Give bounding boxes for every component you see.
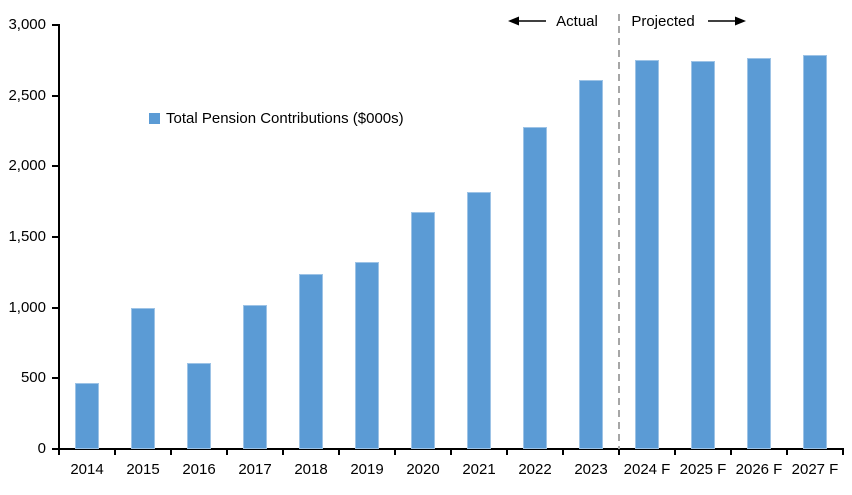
x-tick-mark (282, 450, 284, 455)
y-tick-label: 0 (37, 440, 46, 457)
y-tick-label: 1,500 (8, 228, 46, 245)
y-tick-mark (52, 94, 58, 97)
x-tick-mark (674, 450, 676, 455)
y-tick-mark (52, 306, 58, 309)
x-tick-label: 2027 F (791, 461, 839, 478)
bar-2019 (355, 262, 379, 449)
bar-2017 (243, 304, 267, 449)
x-tick-mark (226, 450, 228, 455)
bar-2025-F (691, 61, 715, 449)
x-tick-mark (786, 450, 788, 455)
legend: Total Pension Contributions ($000s) (149, 110, 404, 127)
y-tick-mark (52, 377, 58, 380)
legend-label: Total Pension Contributions ($000s) (166, 110, 404, 127)
bar-2023 (579, 80, 603, 449)
x-tick-label: 2026 F (735, 461, 783, 478)
x-tick-label: 2017 (238, 461, 272, 478)
x-tick-label: 2018 (294, 461, 328, 478)
actual-projected-separator (618, 14, 620, 449)
x-tick-label: 2024 F (623, 461, 671, 478)
bar-2020 (411, 211, 435, 449)
bar-2021 (467, 192, 491, 449)
x-tick-label: 2022 (518, 461, 552, 478)
x-tick-mark (394, 450, 396, 455)
x-tick-mark (730, 450, 732, 455)
y-axis-line (58, 24, 60, 450)
y-tick-label: 1,000 (8, 298, 46, 316)
x-tick-label: 2015 (126, 461, 160, 478)
x-tick-label: 2021 (462, 461, 496, 478)
x-tick-label: 2016 (182, 461, 216, 478)
x-tick-label: 2023 (574, 461, 608, 478)
x-tick-mark (450, 450, 452, 455)
x-tick-mark (506, 450, 508, 455)
right-arrow-icon (708, 16, 746, 26)
bar-2015 (131, 308, 155, 449)
x-tick-label: 2020 (406, 461, 440, 478)
left-arrow-icon (508, 16, 546, 26)
y-tick-label: 3,000 (8, 16, 46, 33)
bar-2014 (75, 382, 99, 449)
x-axis-line (58, 448, 844, 450)
y-tick-mark (52, 24, 58, 26)
bar-2026-F (747, 58, 771, 449)
x-tick-mark (170, 450, 172, 455)
bar-2024-F (635, 59, 659, 449)
bar-2027-F (803, 54, 827, 449)
x-tick-mark (562, 450, 564, 455)
x-tick-label: 2014 (70, 461, 104, 478)
y-tick-label: 500 (20, 369, 46, 387)
projected-label: Projected (631, 13, 695, 30)
y-tick-label: 2,500 (8, 86, 46, 104)
y-tick-label: 2,000 (8, 157, 46, 175)
x-tick-mark (842, 450, 844, 455)
legend-swatch-icon (149, 113, 160, 124)
x-tick-mark (618, 450, 620, 455)
actual-label: Actual (556, 13, 598, 30)
bar-2016 (187, 362, 211, 449)
x-tick-mark (338, 450, 340, 455)
y-tick-mark (52, 236, 58, 238)
x-tick-mark (58, 450, 60, 455)
bar-2018 (299, 273, 323, 449)
x-tick-label: 2025 F (679, 461, 727, 478)
y-tick-mark (52, 448, 58, 450)
x-tick-mark (114, 450, 116, 455)
y-tick-mark (52, 165, 58, 168)
bar-2022 (523, 126, 547, 449)
x-tick-label: 2019 (350, 461, 384, 478)
